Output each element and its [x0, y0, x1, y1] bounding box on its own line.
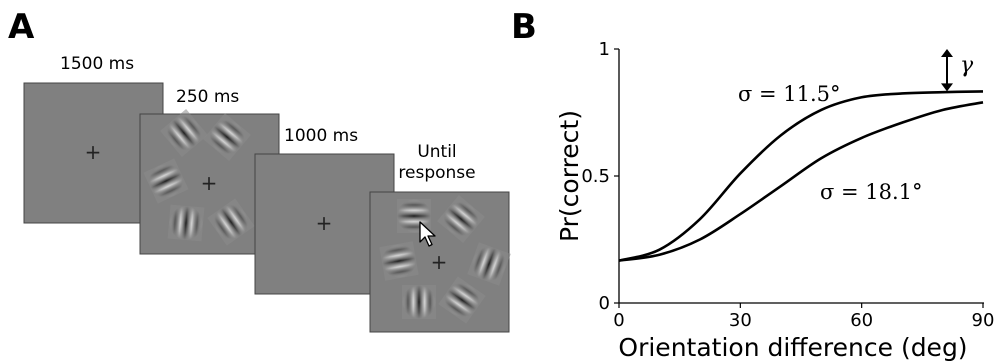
screen-2-duration: 250 ms: [176, 87, 239, 107]
y-tick-label: 1: [599, 39, 610, 60]
screen-1-duration: 1500 ms: [60, 54, 134, 74]
screen-4-duration-line-2: response: [398, 163, 475, 183]
series-2-line: [618, 101, 984, 262]
panel-a-letter: A: [8, 7, 35, 47]
y-tick-label: 0: [599, 293, 610, 314]
fixation-cross: +: [85, 140, 102, 164]
y-axis-label: Pr(correct): [555, 110, 584, 242]
gabor-patch-icon: [379, 241, 418, 280]
fixation-cross: +: [316, 211, 333, 235]
gamma-arrow-head-down: [941, 83, 953, 92]
x-axis-label: Orientation difference (deg): [618, 333, 967, 362]
panel-b-letter: B: [511, 7, 537, 47]
gabor-patch-icon: [168, 205, 205, 242]
screen-3-duration: 1000 ms: [284, 126, 358, 146]
gamma-arrow-head-up: [941, 49, 953, 57]
fixation-cross: +: [201, 171, 218, 195]
mouse-cursor-icon: [419, 221, 436, 247]
x-tick-label: 90: [972, 310, 995, 331]
psychometric-chart: 0 30 60 90 0 0.5 1 Orientation difference (deg)…: [555, 39, 994, 362]
fixation-cross: +: [431, 250, 448, 274]
sigma-annotation-1: σ = 11.5°: [738, 82, 841, 106]
sigma-annotation-2: σ = 18.1°: [820, 180, 923, 204]
screen-4-duration-line-1: Until: [417, 142, 456, 162]
series-1-line: [618, 90, 984, 262]
x-tick-label: 0: [613, 310, 624, 331]
y-tick-label: 0.5: [581, 166, 610, 187]
x-tick-label: 60: [850, 310, 873, 331]
gamma-annotation: γ: [960, 53, 974, 78]
x-tick-label: 30: [729, 310, 752, 331]
gabor-patch-icon: [402, 285, 436, 319]
